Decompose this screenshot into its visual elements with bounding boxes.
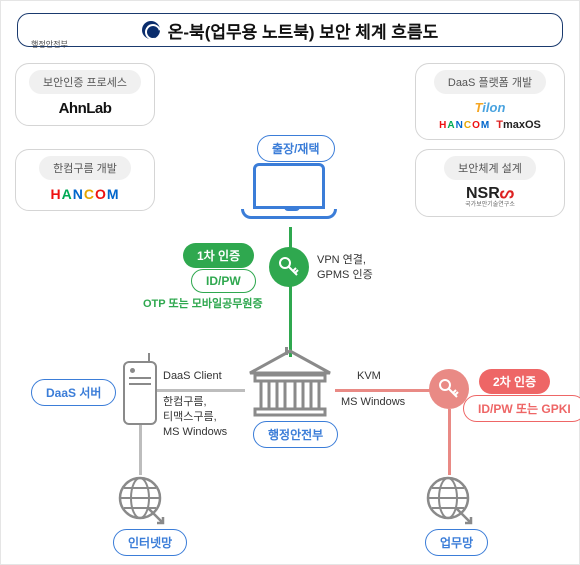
key-icon xyxy=(277,255,301,279)
card-auth-process: 보안인증 프로세스 AhnLab xyxy=(15,63,155,126)
edge-server-to-internet xyxy=(139,425,142,475)
ministry-label: 행정안전부 xyxy=(253,421,338,448)
title-bar: 온-북(업무용 노트북) 보안 체계 흐름도 xyxy=(17,13,563,47)
primary-auth-idpw: ID/PW xyxy=(191,269,256,293)
tmaxos-logo-icon: TmaxOS xyxy=(496,119,541,131)
key-icon xyxy=(437,377,461,401)
nsr-logo-icon: NSRᔕ국가보안기술연구소 xyxy=(426,186,554,208)
edge-secondary-to-worknet xyxy=(448,409,451,475)
internet-globe-icon xyxy=(113,473,167,527)
hancom-logo-icon: HANCOM xyxy=(26,186,144,202)
primary-auth-right-note: VPN 연결,GPMS 인증 xyxy=(317,253,373,283)
gov-logo-icon xyxy=(142,21,160,39)
card-sec-design-title: 보안체계 설계 xyxy=(444,156,536,180)
remote-label: 출장/재택 xyxy=(257,135,335,162)
ms-windows-label: MS Windows xyxy=(341,395,405,410)
gov-dept-label: 행정안전부 xyxy=(31,39,68,50)
primary-auth-badge: 1차 인증 xyxy=(183,243,254,268)
daas-client-label: DaaS Client xyxy=(163,369,222,384)
hancom-logo-icon-small: HANCOM xyxy=(439,120,490,131)
card-auth-process-title: 보안인증 프로세스 xyxy=(29,70,141,94)
os-list-label: 한컴구름,티맥스구름,MS Windows xyxy=(163,395,227,440)
tilon-logo-icon: Tilon xyxy=(475,100,506,115)
ahnlab-logo: AhnLab xyxy=(26,100,144,117)
ministry-building-icon xyxy=(245,347,335,419)
card-sec-design: 보안체계 설계 NSRᔕ국가보안기술연구소 xyxy=(415,149,565,217)
page-title: 온-북(업무용 노트북) 보안 체계 흐름도 xyxy=(168,18,438,43)
primary-auth-key-icon xyxy=(269,247,309,287)
card-hancom-dev: 한컴구름 개발 HANCOM xyxy=(15,149,155,211)
daas-server-label: DaaS 서버 xyxy=(31,379,116,406)
kvm-label: KVM xyxy=(357,369,381,384)
internet-label: 인터넷망 xyxy=(113,529,187,556)
edge-server-to-ministry xyxy=(157,389,245,392)
worknet-label: 업무망 xyxy=(425,529,488,556)
card-daas-dev: DaaS 플랫폼 개발 Tilon HANCOM TmaxOS xyxy=(415,63,565,140)
card-daas-dev-title: DaaS 플랫폼 개발 xyxy=(434,70,546,94)
primary-auth-note: OTP 또는 모바일공무원증 xyxy=(143,297,263,312)
laptop-icon xyxy=(241,163,337,227)
daas-server-icon xyxy=(123,361,157,425)
worknet-globe-icon xyxy=(421,473,475,527)
secondary-auth-note: ID/PW 또는 GPKI xyxy=(463,395,580,422)
secondary-auth-badge: 2차 인증 xyxy=(479,369,550,394)
card-hancom-dev-title: 한컴구름 개발 xyxy=(39,156,131,180)
